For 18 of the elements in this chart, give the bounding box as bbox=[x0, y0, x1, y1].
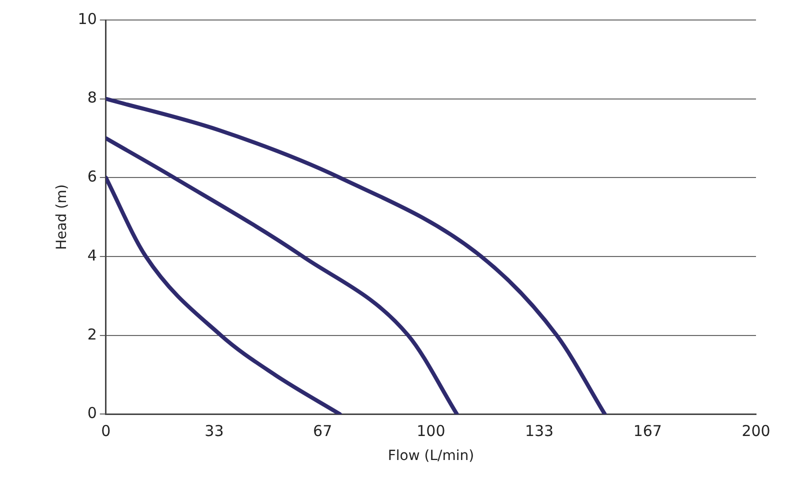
x-tick-label: 67 bbox=[313, 422, 332, 440]
x-tick-label: 133 bbox=[524, 422, 554, 440]
y-tick-label: 8 bbox=[87, 88, 97, 107]
y-tick-label: 2 bbox=[87, 325, 97, 344]
x-axis-title: Flow (L/min) bbox=[388, 448, 474, 464]
x-tick-label: 0 bbox=[101, 422, 111, 440]
x-tick-label: 33 bbox=[204, 422, 224, 440]
x-tick-label: 167 bbox=[633, 422, 662, 440]
line-series bbox=[106, 96, 607, 414]
y-tick-label: 4 bbox=[87, 246, 97, 264]
line-series bbox=[106, 136, 459, 414]
x-tick-label: 200 bbox=[742, 422, 770, 440]
line-series bbox=[106, 176, 342, 414]
y-axis-title: Head (m) bbox=[54, 184, 70, 250]
x-tick-label: 100 bbox=[416, 422, 446, 440]
y-tick-label: 10 bbox=[78, 10, 97, 28]
y-tick-label: 6 bbox=[87, 168, 97, 186]
y-tick-label: 0 bbox=[87, 404, 97, 422]
